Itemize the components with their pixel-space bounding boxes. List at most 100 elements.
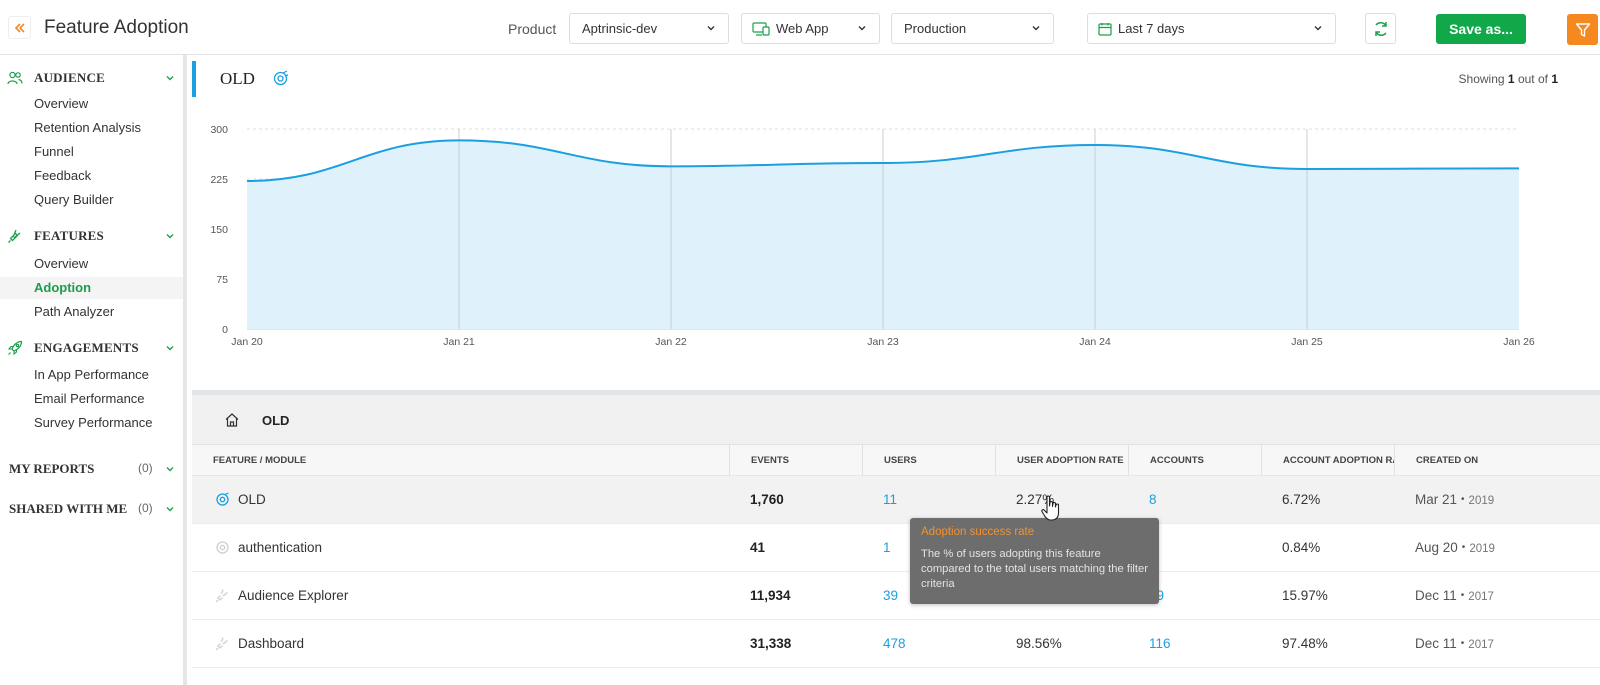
showing-mid: out of — [1517, 72, 1548, 86]
y-tick-label: 0 — [222, 324, 228, 336]
sidebar-section-title: AUDIENCE — [34, 70, 105, 85]
chevron-down-icon — [166, 234, 174, 239]
sidebar-section-engagements[interactable]: ENGAGEMENTS — [0, 337, 183, 359]
tooltip-title: Adoption success rate — [921, 526, 1035, 538]
accounts-link[interactable]: 116 — [1149, 636, 1171, 651]
column-header-users[interactable]: USERS — [862, 445, 995, 476]
filter-button[interactable] — [1567, 14, 1598, 45]
created-year: 2019 — [1468, 495, 1495, 507]
y-tick-label: 150 — [210, 224, 228, 236]
column-header-feature[interactable]: FEATURE / MODULE — [213, 455, 307, 466]
sidebar-item-funnel[interactable]: Funnel — [34, 144, 74, 159]
x-tick-label: Jan 20 — [231, 336, 263, 348]
shared-count: (0) — [138, 501, 153, 515]
column-header-account-adoption-rate[interactable]: ACCOUNT ADOPTION RA... — [1261, 445, 1394, 476]
feature-target-icon — [216, 541, 229, 554]
y-tick-label: 75 — [216, 274, 228, 286]
sidebar-shared-with-me[interactable]: SHARED WITH ME (0) — [0, 498, 183, 520]
collapse-sidebar-button[interactable] — [8, 16, 31, 39]
table-row[interactable]: OLD 1,760 11 2.27% 8 6.72% Mar 21 • 2019 — [192, 476, 1600, 524]
sidebar-item-retention-analysis[interactable]: Retention Analysis — [34, 120, 141, 135]
account-adoption-rate: 97.48% — [1282, 636, 1328, 651]
table-row[interactable]: authentication 41 1 0.84% Aug 20 • 2019 — [192, 524, 1600, 572]
sidebar-item-survey-performance[interactable]: Survey Performance — [34, 415, 153, 430]
sidebar-item-query-builder[interactable]: Query Builder — [34, 192, 114, 207]
chevron-down-icon — [1314, 26, 1322, 31]
tooltip-body: The % of users adopting this feature com… — [921, 548, 1148, 590]
sidebar-section-audience[interactable]: AUDIENCE — [0, 67, 183, 89]
user-adoption-rate[interactable]: 2.27% — [1016, 492, 1055, 507]
created-on: Dec 11 • 2017 — [1415, 588, 1494, 603]
feature-name-link[interactable]: OLD — [238, 492, 266, 507]
feature-name-link[interactable]: Dashboard — [238, 636, 305, 651]
events-value: 41 — [750, 540, 766, 555]
breadcrumb: OLD — [192, 395, 1600, 445]
x-tick-label: Jan 26 — [1503, 336, 1535, 348]
product-dropdown[interactable]: Aptrinsic-dev — [569, 13, 729, 44]
app-dropdown[interactable]: Web App — [741, 13, 880, 44]
chevron-down-icon — [707, 26, 715, 31]
created-on: Mar 21 • 2019 — [1415, 492, 1495, 507]
sidebar-section-title: ENGAGEMENTS — [34, 340, 139, 355]
save-as-button[interactable]: Save as... — [1436, 14, 1526, 44]
refresh-button[interactable] — [1365, 13, 1396, 44]
created-on: Aug 20 • 2019 — [1415, 540, 1495, 555]
users-link[interactable]: 11 — [883, 492, 898, 507]
created-date: Dec 11 — [1415, 636, 1457, 651]
sidebar-item-path-analyzer[interactable]: Path Analyzer — [34, 304, 115, 319]
created-on: Dec 11 • 2017 — [1415, 636, 1494, 651]
user-adoption-rate[interactable]: 98.56% — [1016, 636, 1062, 651]
adoption-rate-tooltip: Adoption success rate The % of users ado… — [910, 518, 1159, 604]
calendar-icon — [1098, 22, 1112, 36]
sidebar-item-in-app-performance[interactable]: In App Performance — [34, 367, 149, 382]
sidebar-item-features-overview[interactable]: Overview — [34, 256, 89, 271]
column-header-created-on[interactable]: CREATED ON — [1394, 445, 1600, 476]
feature-name-link[interactable]: Audience Explorer — [238, 588, 349, 603]
users-link[interactable]: 478 — [883, 636, 906, 651]
double-chevron-left-icon — [14, 22, 25, 33]
account-adoption-rate: 0.84% — [1282, 540, 1321, 555]
breadcrumb-current[interactable]: OLD — [262, 413, 290, 428]
events-value: 11,934 — [750, 588, 791, 603]
adoption-area-chart: 0 75 150 225 300 Jan 20 Jan 21 Jan 22 Jan 23 Jan … — [210, 124, 1535, 348]
table-row[interactable]: Audience Explorer 11,934 39 8.04% 19 15.… — [192, 572, 1600, 620]
users-link[interactable]: 39 — [883, 588, 899, 603]
plug-icon — [215, 589, 228, 603]
feature-target-icon — [273, 70, 289, 86]
column-header-accounts[interactable]: ACCOUNTS — [1128, 445, 1261, 476]
chevron-down-icon — [166, 346, 174, 351]
sidebar-item-email-performance[interactable]: Email Performance — [34, 391, 145, 406]
my-reports-title: MY REPORTS — [9, 461, 95, 476]
sidebar-item-feedback[interactable]: Feedback — [34, 168, 92, 183]
table-row[interactable]: Dashboard 31,338 478 98.56% 116 97.48% D… — [192, 620, 1600, 668]
created-date: Mar 21 — [1415, 492, 1458, 507]
created-year: 2019 — [1469, 543, 1495, 555]
x-tick-label: Jan 21 — [443, 336, 475, 348]
page-title: Feature Adoption — [44, 17, 189, 38]
chevron-down-icon — [1032, 26, 1040, 31]
users-icon — [7, 71, 23, 85]
filter-icon — [1575, 22, 1590, 37]
sidebar-section-features[interactable]: FEATURES — [0, 225, 183, 247]
showing-total: 1 — [1551, 72, 1558, 86]
users-link[interactable]: 1 — [883, 540, 891, 555]
date-range-dropdown[interactable]: Last 7 days — [1087, 13, 1336, 44]
x-tick-label: Jan 24 — [1079, 336, 1111, 348]
accounts-link[interactable]: 8 — [1149, 492, 1157, 507]
column-header-user-adoption-rate[interactable]: USER ADOPTION RATE — [995, 445, 1128, 476]
plug-icon — [8, 229, 21, 243]
column-header-events[interactable]: EVENTS — [729, 445, 862, 476]
sidebar-item-audience-overview[interactable]: Overview — [34, 96, 89, 111]
product-dropdown-value: Aptrinsic-dev — [582, 21, 658, 36]
environment-dropdown-value: Production — [904, 21, 967, 36]
environment-dropdown[interactable]: Production — [891, 13, 1054, 44]
feature-name-link[interactable]: authentication — [238, 540, 323, 555]
created-year: 2017 — [1468, 639, 1494, 651]
sidebar-item-adoption[interactable]: Adoption — [0, 277, 183, 299]
plug-icon — [215, 637, 228, 651]
home-icon[interactable] — [224, 412, 240, 428]
refresh-icon — [1374, 21, 1387, 36]
showing-prefix: Showing — [1458, 72, 1505, 86]
sidebar-my-reports[interactable]: MY REPORTS (0) — [0, 458, 183, 480]
events-value: 1,760 — [750, 492, 784, 507]
